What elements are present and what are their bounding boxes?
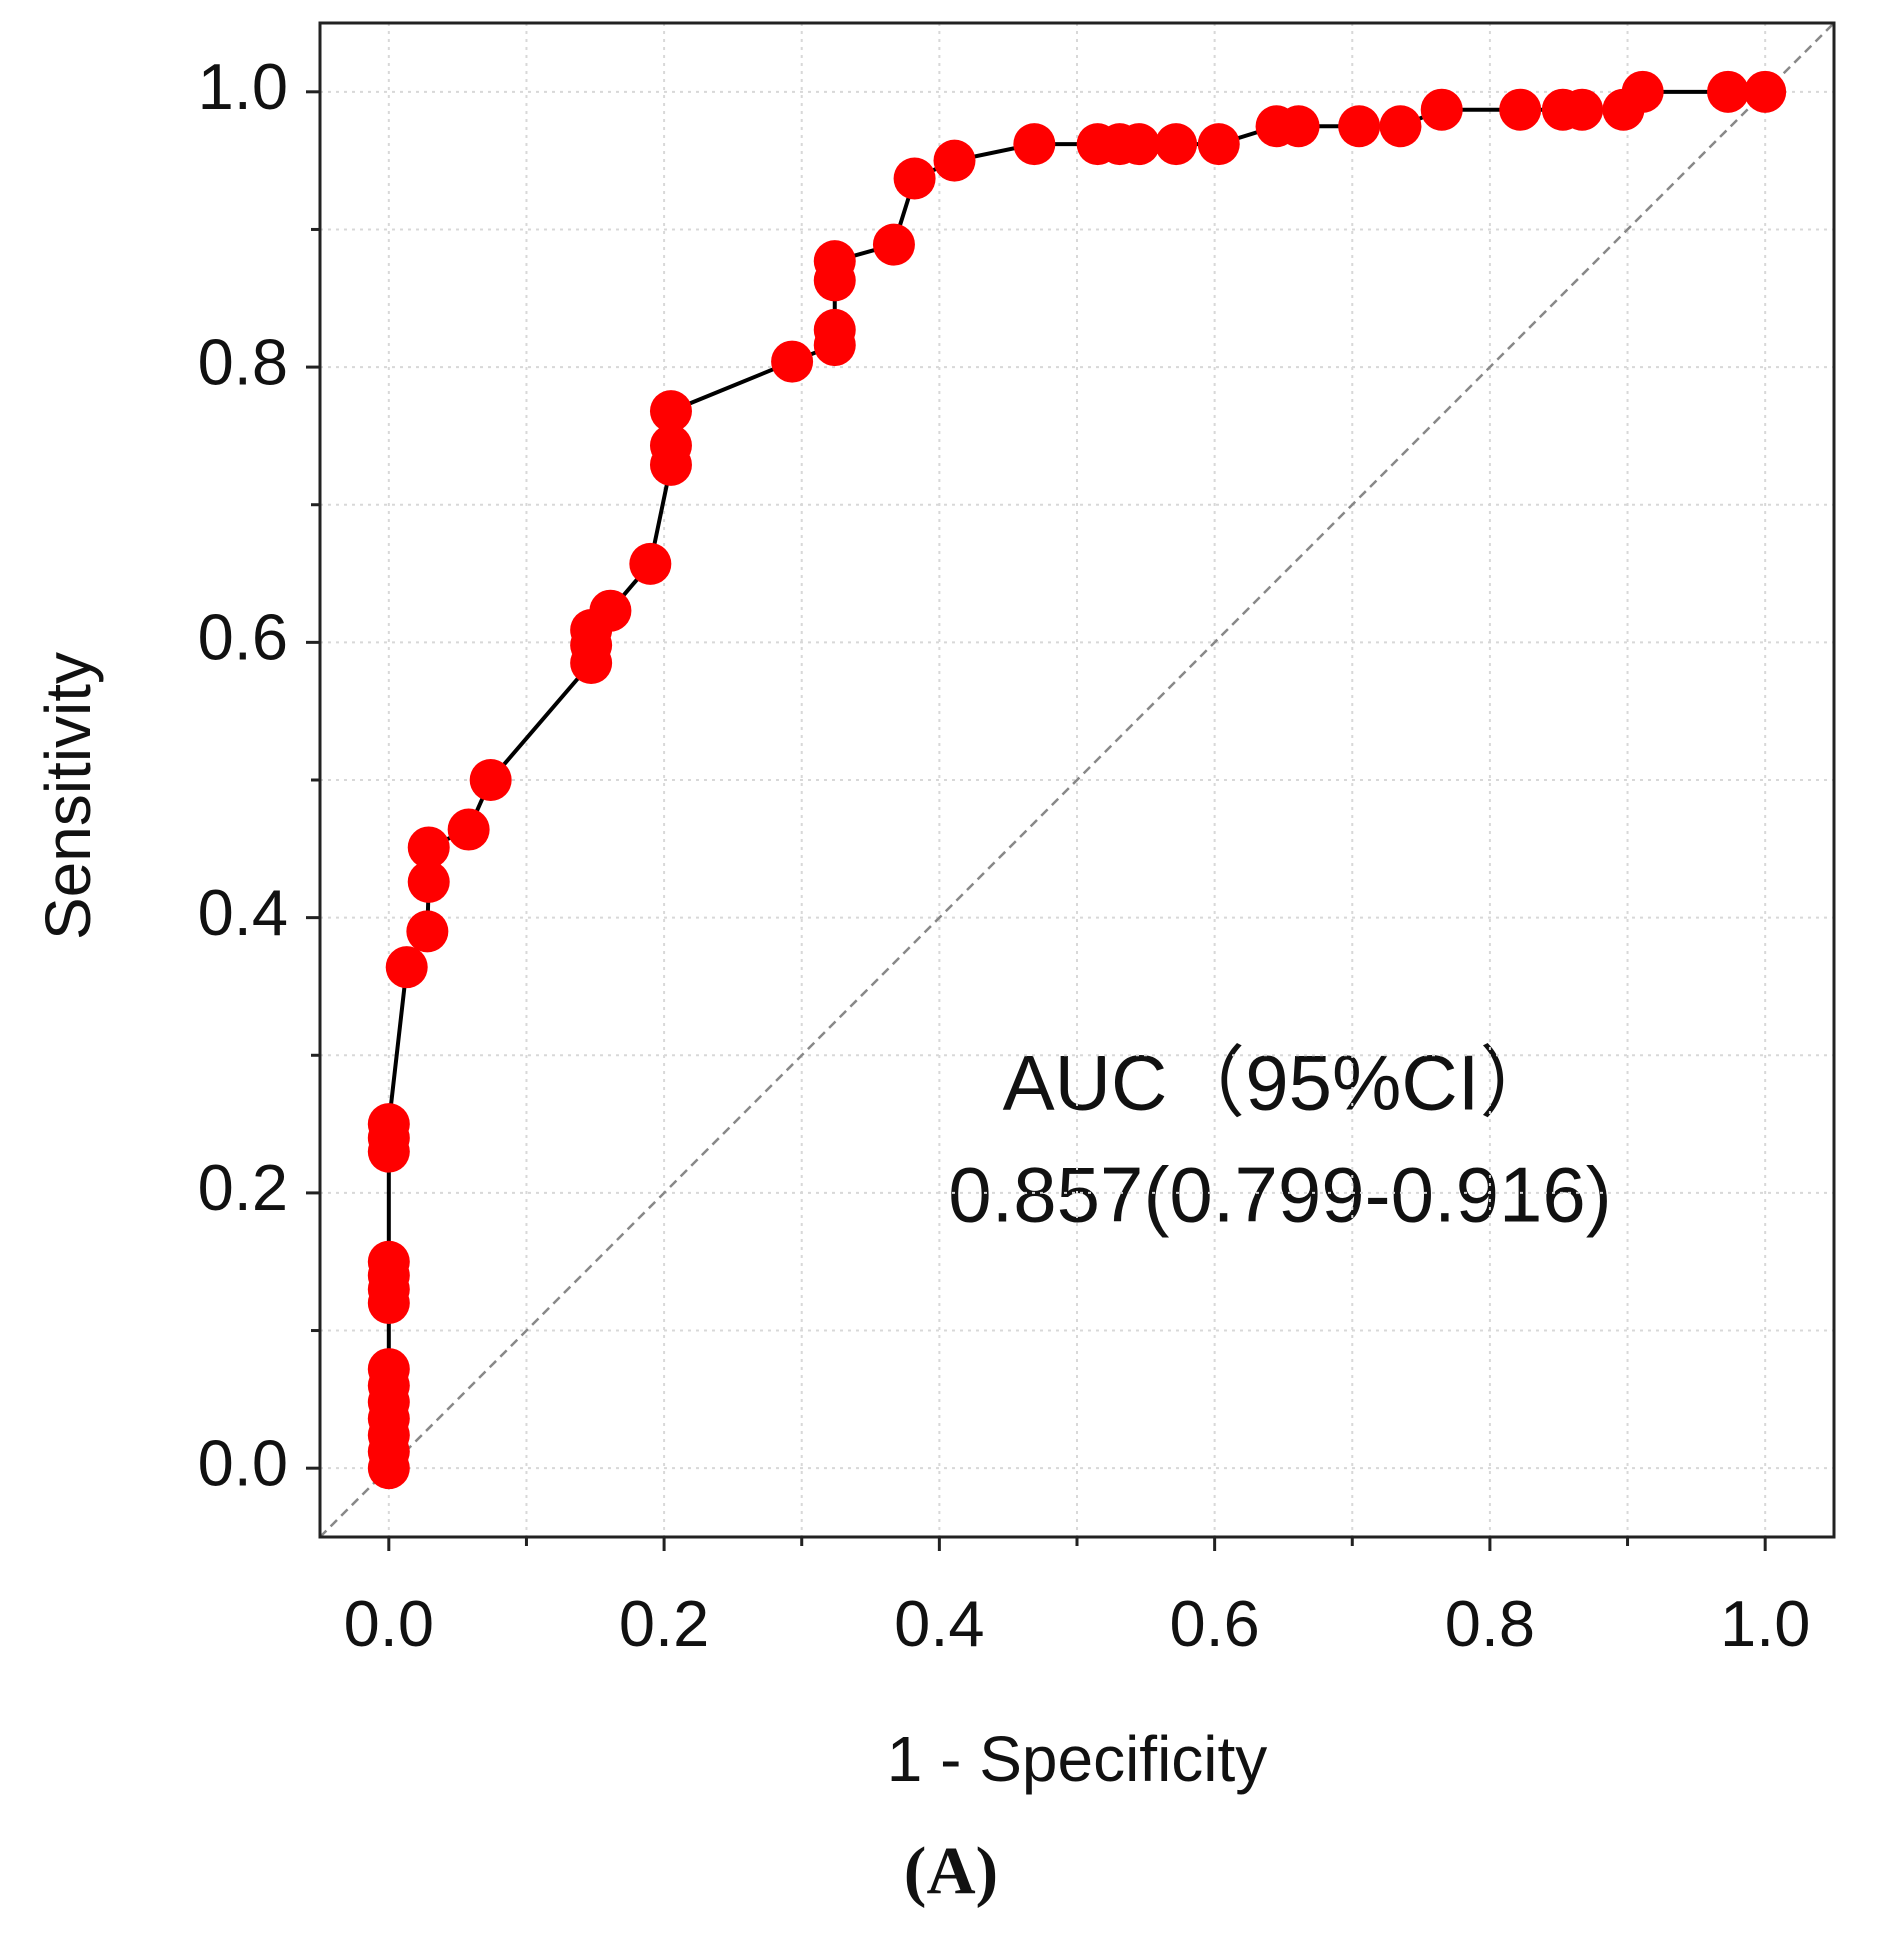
annotation: 0.857(0.799-0.916) bbox=[948, 1151, 1612, 1239]
marker bbox=[367, 1348, 410, 1391]
marker bbox=[1707, 70, 1750, 113]
x-tick-label: 0.4 bbox=[894, 1587, 984, 1660]
marker bbox=[589, 589, 632, 632]
marker bbox=[1561, 88, 1604, 131]
marker bbox=[447, 808, 490, 851]
y-tick-label: 0.0 bbox=[198, 1426, 288, 1499]
marker bbox=[407, 860, 450, 903]
marker bbox=[406, 910, 449, 953]
marker bbox=[407, 826, 450, 869]
marker bbox=[1338, 105, 1381, 148]
y-tick-label: 0.2 bbox=[198, 1151, 288, 1224]
marker bbox=[933, 139, 976, 182]
y-tick-label: 1.0 bbox=[198, 50, 288, 123]
marker bbox=[1420, 88, 1463, 131]
marker bbox=[1197, 123, 1240, 166]
marker bbox=[649, 424, 692, 467]
marker bbox=[813, 308, 856, 351]
x-tick-label: 0.2 bbox=[619, 1587, 709, 1660]
y-tick-label: 0.4 bbox=[198, 876, 288, 949]
reference-line bbox=[319, 22, 1835, 1538]
y-tick-label: 0.6 bbox=[198, 601, 288, 674]
plot-frame bbox=[318, 21, 1836, 1539]
x-tick-label: 1.0 bbox=[1720, 1587, 1810, 1660]
marker bbox=[649, 390, 692, 433]
caption: (A) bbox=[904, 1833, 998, 1909]
y-axis-title: Sensitivity bbox=[32, 652, 104, 940]
marker bbox=[367, 1240, 410, 1283]
annotation: AUC（95%CI） bbox=[1003, 1039, 1558, 1127]
x-axis-title: 1 - Specificity bbox=[887, 1723, 1268, 1795]
x-tick-label: 0.6 bbox=[1169, 1587, 1259, 1660]
marker bbox=[771, 340, 814, 383]
marker bbox=[385, 946, 428, 989]
marker bbox=[1499, 88, 1542, 131]
marker bbox=[1013, 123, 1056, 166]
x-tick-label: 0.0 bbox=[344, 1587, 434, 1660]
marker bbox=[1277, 105, 1320, 148]
y-tick-label: 0.8 bbox=[198, 325, 288, 398]
marker bbox=[469, 759, 512, 801]
marker bbox=[1117, 123, 1160, 166]
marker bbox=[872, 223, 915, 266]
marker bbox=[1379, 105, 1422, 148]
marker bbox=[813, 240, 856, 283]
marker bbox=[893, 157, 936, 200]
marker bbox=[367, 1103, 410, 1146]
marker bbox=[1744, 70, 1787, 113]
marker bbox=[1155, 123, 1198, 166]
x-tick-label: 0.8 bbox=[1445, 1587, 1535, 1660]
marker bbox=[629, 542, 672, 585]
marker bbox=[1621, 70, 1664, 113]
